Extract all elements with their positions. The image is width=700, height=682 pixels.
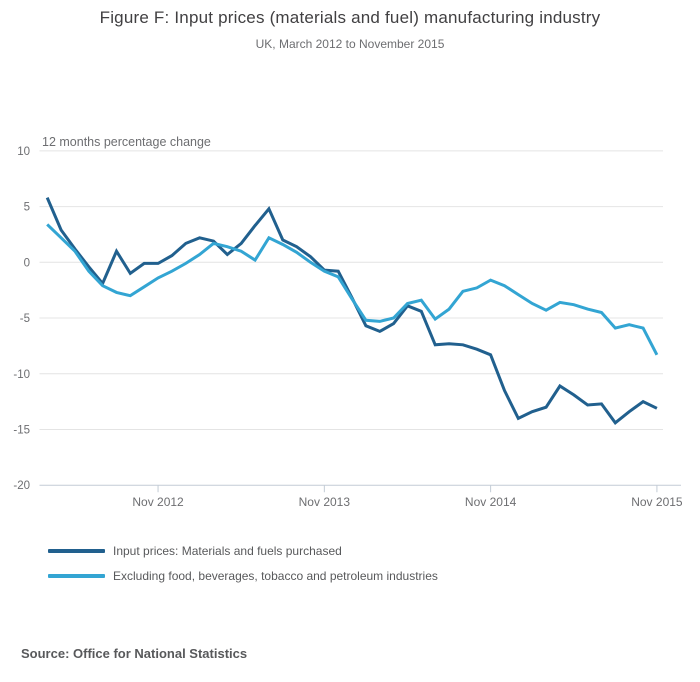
x-tick-label: Nov 2012: [132, 495, 184, 509]
legend-label: Excluding food, beverages, tobacco and p…: [113, 568, 438, 583]
y-axis-unit-label: 12 months percentage change: [42, 135, 211, 149]
y-tick-label: -15: [13, 425, 30, 437]
x-tick-label: Nov 2013: [299, 495, 351, 509]
legend-item-input-prices: Input prices: Materials and fuels purcha…: [48, 538, 438, 563]
series-line-0: [45, 197, 658, 425]
series-line-1: [46, 223, 659, 356]
legend-label: Input prices: Materials and fuels purcha…: [113, 543, 342, 558]
chart-legend: Input prices: Materials and fuels purcha…: [48, 538, 438, 588]
chart-subtitle: UK, March 2012 to November 2015: [255, 37, 445, 51]
y-tick-label: 5: [24, 202, 30, 214]
y-tick-label: -10: [13, 369, 30, 381]
y-tick-label: 0: [24, 257, 30, 269]
legend-line-swatch-dark-blue: [48, 548, 105, 553]
chart-title: Figure F: Input prices (materials and fu…: [99, 8, 601, 27]
y-tick-label: -20: [13, 480, 30, 492]
legend-item-excluding-industries: Excluding food, beverages, tobacco and p…: [48, 563, 438, 588]
legend-line-swatch-light-blue: [48, 573, 105, 578]
x-tick-label: Nov 2014: [465, 495, 517, 509]
y-tick-label: 10: [17, 146, 30, 158]
x-tick-label: Nov 2015: [631, 495, 683, 509]
line-chart-canvas: 10 5 0 -5 -10 -15 -20 Nov 2012 Nov 2013 Nov 2014 N…: [13, 146, 683, 509]
y-tick-label: -5: [20, 313, 30, 325]
source-attribution: Source: Office for National Statistics: [21, 646, 248, 661]
